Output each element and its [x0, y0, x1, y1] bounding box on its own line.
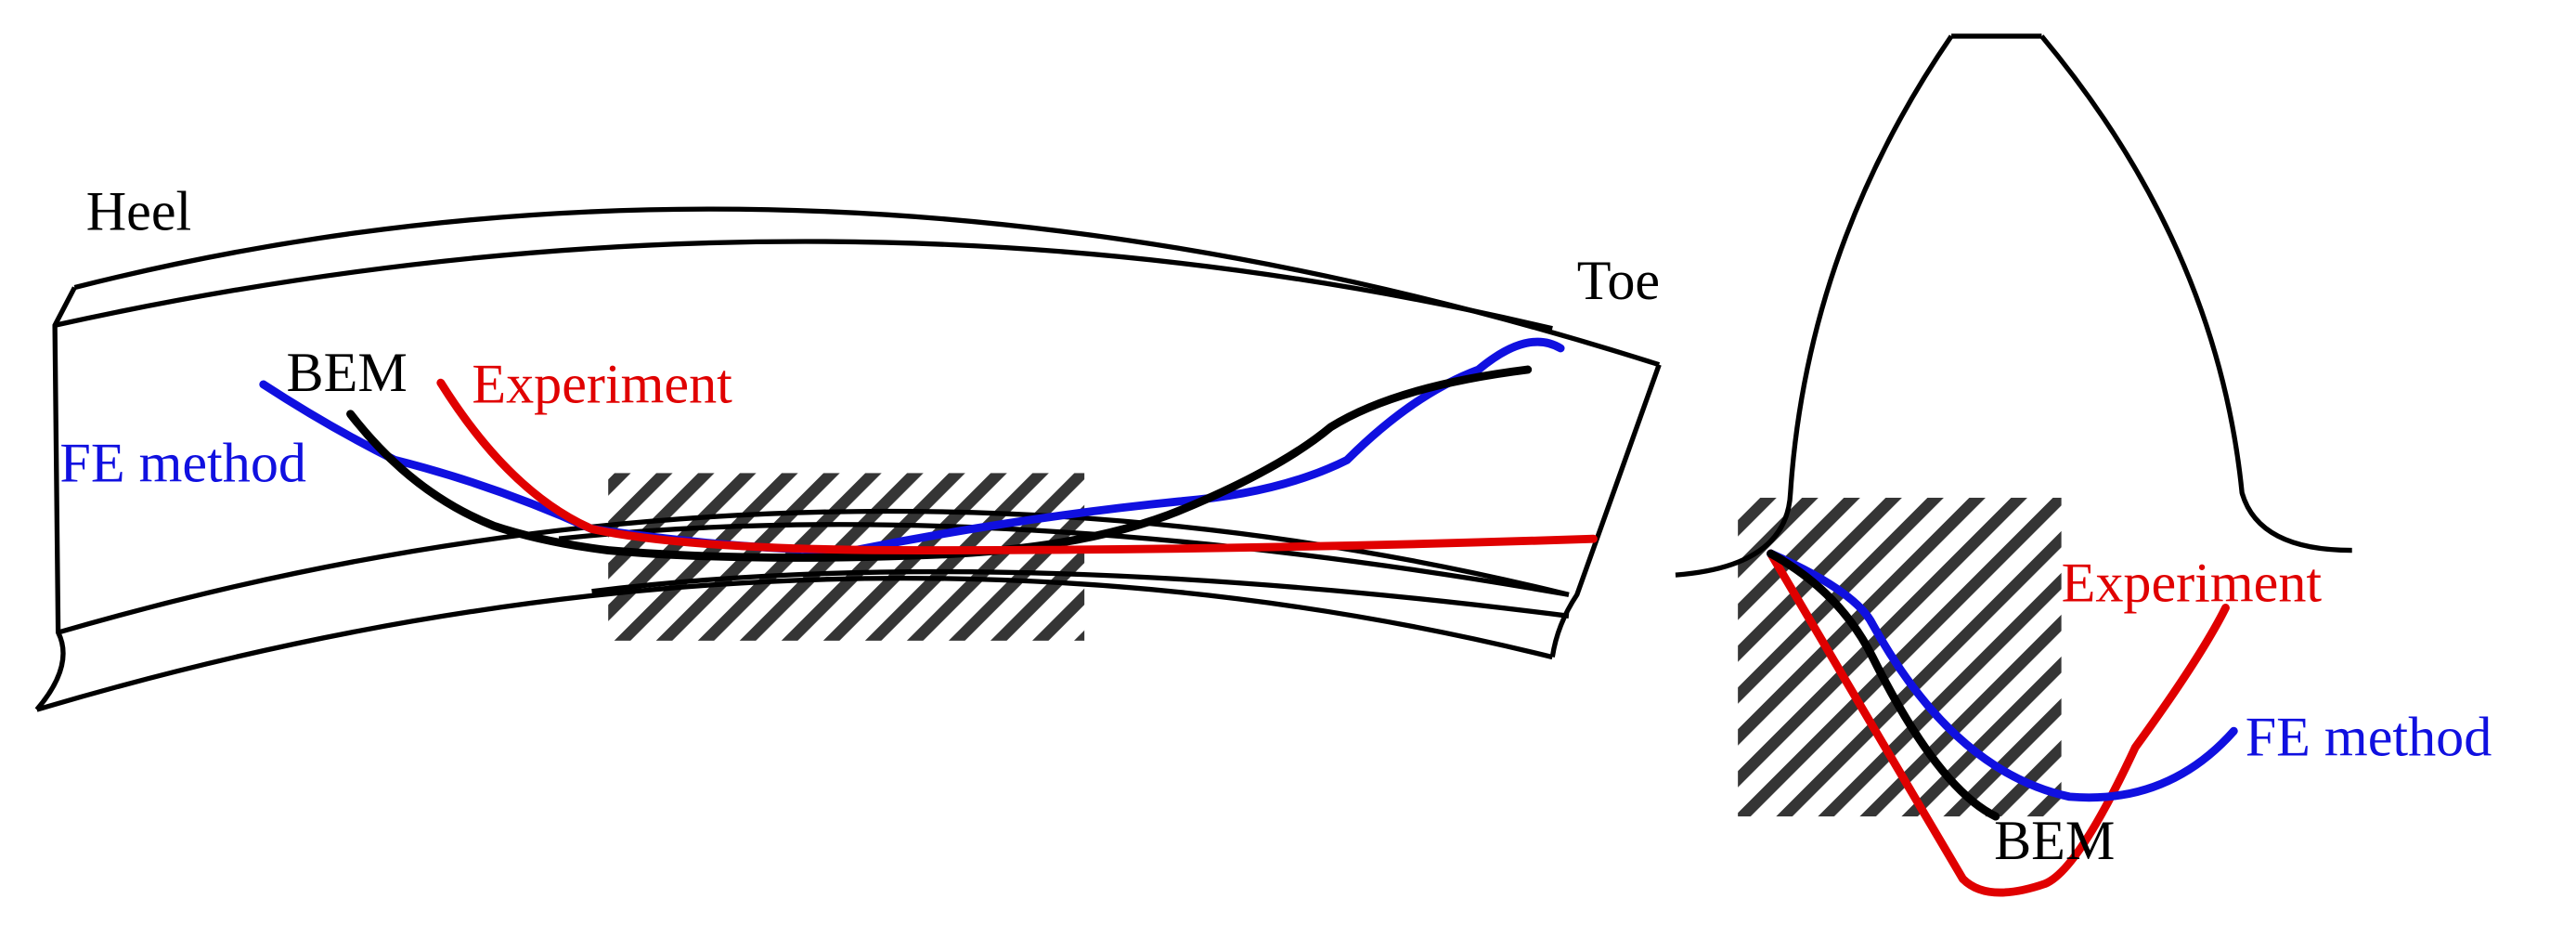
label: Experiment: [472, 353, 732, 415]
outline: [591, 568, 1570, 619]
label: Experiment: [2062, 552, 2323, 614]
fe-curve: [1767, 549, 2238, 802]
experiment-curve: [1767, 549, 2230, 897]
outline: [34, 286, 77, 711]
label: BEM: [1994, 810, 2115, 872]
outline: [73, 206, 1661, 368]
label: Toe: [1577, 250, 1660, 312]
outline: [35, 575, 1553, 712]
outline: [2039, 34, 2352, 554]
fe-curve: [259, 337, 1565, 554]
outline: [1549, 363, 1662, 658]
bem-curve: [1767, 549, 2000, 821]
label: Heel: [86, 181, 191, 243]
right-view: Experiment FE method BEM: [1675, 33, 2492, 897]
label: FE method: [2246, 707, 2492, 769]
experiment-curve: [436, 378, 1598, 554]
contact-zone: [1738, 497, 2062, 817]
left-view: Heel Toe BEM Experiment FE method: [34, 181, 1662, 712]
outline: [54, 239, 1553, 332]
label: BEM: [287, 342, 408, 404]
outline: [558, 522, 1570, 597]
outline: [1675, 34, 1954, 578]
bem-curve: [346, 365, 1533, 562]
label: FE method: [59, 432, 306, 494]
